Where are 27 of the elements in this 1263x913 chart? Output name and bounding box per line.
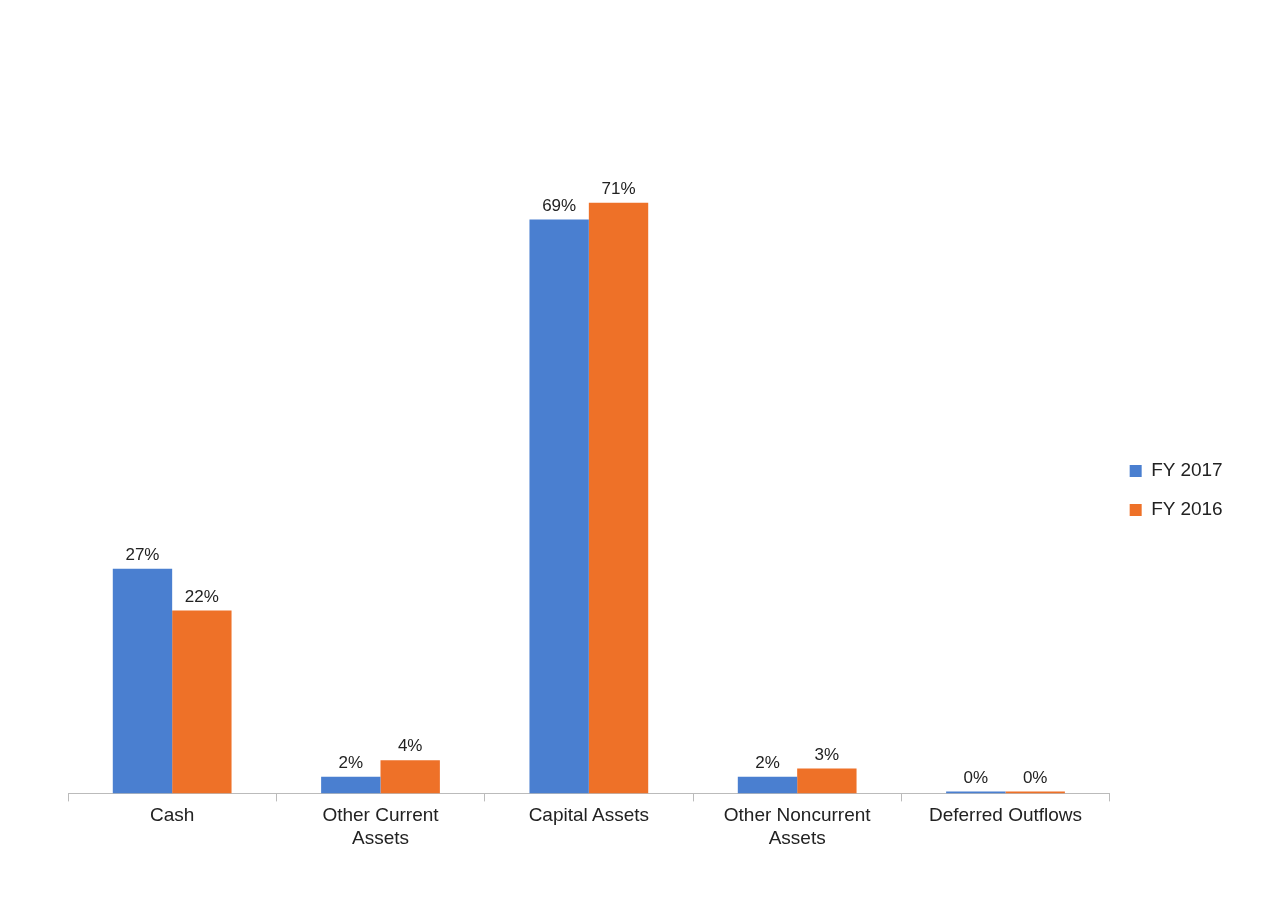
bar bbox=[946, 791, 1006, 794]
legend-label: FY 2016 bbox=[1151, 498, 1223, 520]
data-label: 0% bbox=[963, 767, 989, 787]
data-label: 4% bbox=[397, 736, 423, 756]
bar bbox=[380, 760, 440, 794]
x-tick-label: Cash bbox=[149, 804, 195, 826]
data-label: 3% bbox=[814, 744, 840, 764]
bar bbox=[588, 202, 649, 794]
bar bbox=[321, 776, 381, 794]
data-label: 69% bbox=[542, 195, 577, 215]
x-tick-label: Other Noncurrent Assets bbox=[723, 804, 872, 848]
bar bbox=[112, 568, 173, 794]
x-tick-label: Deferred Outflows bbox=[928, 804, 1083, 826]
bar bbox=[797, 768, 857, 794]
data-label: 2% bbox=[338, 752, 364, 772]
data-label: 71% bbox=[601, 179, 636, 199]
bar bbox=[529, 219, 589, 794]
data-label: 27% bbox=[125, 545, 160, 565]
bar bbox=[1005, 791, 1065, 794]
bar bbox=[737, 776, 798, 794]
data-label: 0% bbox=[1022, 767, 1048, 787]
x-tick-label: Capital Assets bbox=[528, 804, 650, 826]
data-label: 2% bbox=[755, 752, 780, 772]
data-label: 22% bbox=[184, 586, 219, 606]
legend-label: FY 2017 bbox=[1151, 459, 1223, 481]
x-tick-label: Other Current Assets bbox=[322, 804, 440, 848]
bar bbox=[172, 610, 232, 794]
